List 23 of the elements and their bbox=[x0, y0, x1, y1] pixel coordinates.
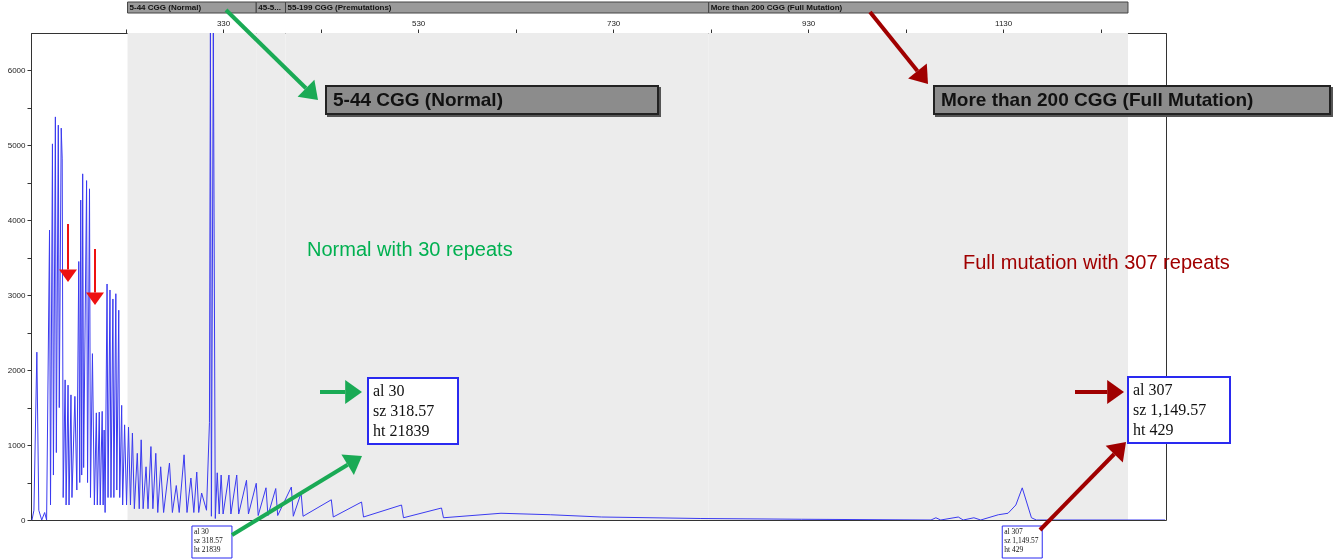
band-label: More than 200 CGG (Full Mutation) bbox=[710, 2, 843, 12]
x-tick-label: 1130 bbox=[995, 18, 1013, 28]
band-label: 45-5... bbox=[258, 2, 281, 12]
y-tick-label: 1000 bbox=[7, 440, 27, 450]
band-label: 5-44 CGG (Normal) bbox=[129, 2, 202, 12]
annotation: al 30 sz 318.57 ht 21839 bbox=[373, 381, 436, 441]
label-box: More than 200 CGG (Full Mutation) bbox=[933, 85, 1331, 115]
y-tick-label: 6000 bbox=[7, 65, 27, 75]
y-tick-label: 0 bbox=[21, 515, 27, 525]
x-tick-label: 930 bbox=[801, 18, 816, 28]
y-tick-label: 5000 bbox=[7, 140, 27, 150]
x-tick-label: 530 bbox=[411, 18, 426, 28]
x-tick-label: 730 bbox=[606, 18, 621, 28]
annotation: Normal with 30 repeats bbox=[307, 238, 513, 261]
y-tick-label: 3000 bbox=[7, 290, 27, 300]
y-tick-label: 2000 bbox=[7, 365, 27, 375]
annotation: More than 200 CGG (Full Mutation) bbox=[941, 89, 1255, 111]
annotation: al 307 sz 1,149.57 ht 429 bbox=[1133, 380, 1208, 440]
x-tick-label: 330 bbox=[216, 18, 231, 28]
band-label: 55-199 CGG (Premutations) bbox=[287, 2, 392, 12]
annotation: 5-44 CGG (Normal) bbox=[333, 89, 504, 111]
y-tick-label: 4000 bbox=[7, 215, 27, 225]
label-box: 5-44 CGG (Normal) bbox=[325, 85, 659, 115]
